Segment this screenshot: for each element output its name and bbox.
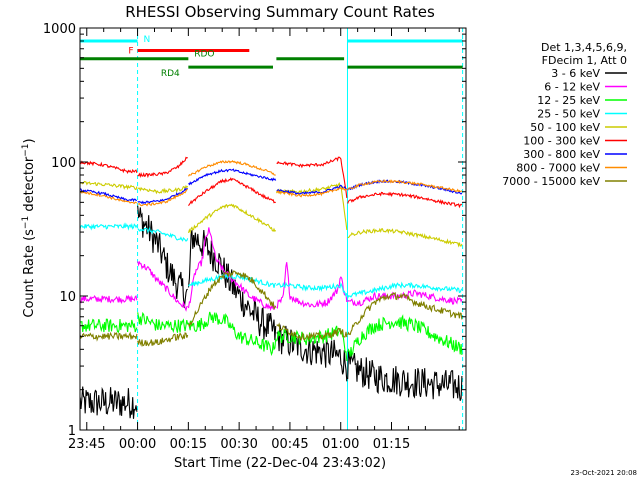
y-tick-label: 1 xyxy=(68,424,76,439)
legend-header-line-1: Det 1,3,4,5,6,9, xyxy=(541,41,627,54)
x-tick-label: 00:45 xyxy=(271,437,308,452)
y-axis-label: Count Rate (s−1 detector−1) xyxy=(21,138,37,317)
x-tick-label: 23:45 xyxy=(68,437,105,452)
y-axis-label-mid: detector xyxy=(22,156,37,216)
x-tick-label: 01:00 xyxy=(322,437,359,452)
x-tick-label: 01:15 xyxy=(373,437,410,452)
y-tick-label: 10 xyxy=(59,290,76,305)
legend-entry-label: 3 - 6 keV xyxy=(551,67,600,80)
legend-entry-label: 7000 - 15000 keV xyxy=(502,175,600,188)
legend-entry-label: 6 - 12 keV xyxy=(544,81,600,94)
y-axis-label-end: ) xyxy=(22,138,37,143)
legend-entry-label: 100 - 300 keV xyxy=(523,135,600,148)
flag-label: F xyxy=(128,46,133,56)
y-axis-label-main: Count Rate (s xyxy=(22,229,37,318)
flag-label: RD4 xyxy=(161,69,180,79)
series-line xyxy=(80,227,463,312)
x-tick-label: 00:00 xyxy=(119,437,156,452)
legend: Det 1,3,4,5,6,9, FDecim 1, Att 0 3 - 6 k… xyxy=(502,41,627,188)
series-line xyxy=(80,160,463,207)
series-line xyxy=(80,180,463,248)
chart-title: RHESSI Observing Summary Count Rates xyxy=(125,3,435,21)
legend-entry-label: 12 - 25 keV xyxy=(537,94,600,107)
x-tick-label: 00:15 xyxy=(170,437,207,452)
series-line xyxy=(80,168,463,205)
legend-entry-label: 300 - 800 keV xyxy=(523,148,600,161)
y-tick-label: 1000 xyxy=(43,22,76,37)
series-line xyxy=(80,269,463,347)
series-line xyxy=(80,311,463,362)
y-axis-label-sup1: −1 xyxy=(21,216,31,229)
series-line xyxy=(80,222,463,299)
legend-entry-label: 25 - 50 keV xyxy=(537,108,600,121)
y-tick-label: 100 xyxy=(51,156,76,171)
x-axis-label: Start Time (22-Dec-04 23:43:02) xyxy=(174,456,386,471)
flag-label: N xyxy=(144,35,151,45)
legend-entry-label: 50 - 100 keV xyxy=(530,121,600,134)
series-line xyxy=(80,156,463,209)
x-tick-label: 00:30 xyxy=(220,437,257,452)
legend-header-line-2: FDecim 1, Att 0 xyxy=(542,54,627,67)
y-axis-label-sup2: −1 xyxy=(21,143,31,156)
timestamp: 23-Oct-2021 20:08 xyxy=(571,469,637,477)
legend-entry-label: 800 - 7000 keV xyxy=(516,162,600,175)
flag-label: RDO xyxy=(194,50,214,60)
